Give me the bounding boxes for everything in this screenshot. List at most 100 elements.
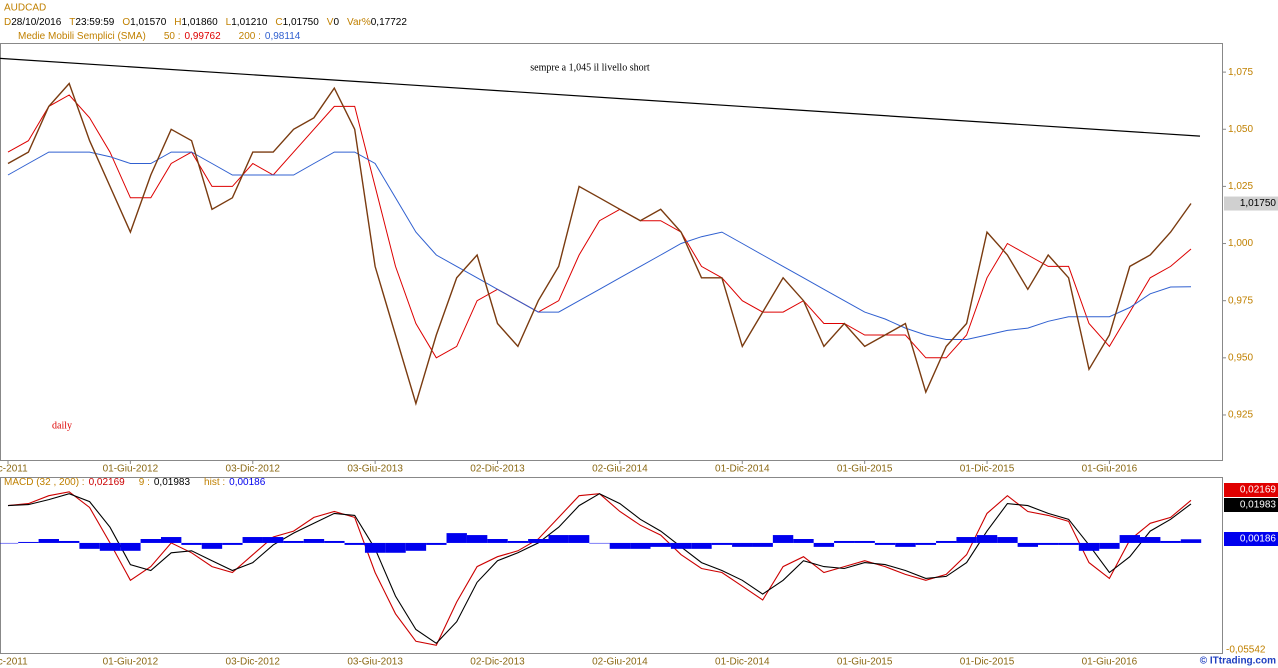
x-tick-label: 01-Giu-2016 [1082, 657, 1138, 668]
hist-bar [1058, 542, 1079, 545]
annotation: sempre a 1,045 il livello short [530, 62, 650, 73]
x-tick-label: 01-Dic-2015 [960, 657, 1015, 668]
x-tick-label: 01-Giu-2015 [837, 464, 893, 475]
y-tick-label: -0,05542 [1226, 645, 1266, 656]
series-line [7, 82, 1192, 406]
legend-name: 9 : [139, 477, 150, 488]
x-tick-label: 01-Giu-2016 [1082, 464, 1138, 475]
hist-bar [79, 542, 100, 549]
sma-legend: Medie Mobili Semplici (SMA) 50 : 0,99762 20… [18, 31, 301, 42]
x-tick-label: 01-Dic-2015 [960, 464, 1015, 475]
legend-value: 0,99762 [185, 31, 222, 42]
hist-bar [772, 535, 794, 543]
hist-bar [874, 542, 896, 545]
series-line [7, 493, 1192, 645]
hist-bar [1078, 542, 1100, 551]
hist-bar [528, 539, 549, 543]
hist-bar [364, 542, 386, 553]
hist-bar [1099, 542, 1120, 549]
y-tick-label: 0,950 [1228, 352, 1253, 363]
hist-bar [385, 542, 406, 553]
hist-bar [303, 539, 325, 543]
y-tick-label: 0,975 [1228, 295, 1253, 306]
y-tick-label: 1,025 [1228, 181, 1253, 192]
hist-bar [0, 542, 19, 544]
info-label: H [174, 17, 181, 28]
x-tick-label: 03-Giu-2013 [347, 657, 403, 668]
price-panel [0, 43, 1223, 461]
hist-bar [222, 542, 243, 545]
hist-bar [120, 542, 141, 551]
hist-bar [936, 540, 957, 543]
x-tick-label: 03-Dic-2012 [226, 464, 281, 475]
watermark: © ITtrading.com [1200, 656, 1276, 667]
hist-bar [915, 542, 937, 545]
header-info: D28/10/2016 T23:59:59 O1,01570 H1,01860 L1,0… [4, 17, 407, 28]
x-tick-label: 02-Dic-2013 [470, 657, 525, 668]
hist-bar [854, 540, 875, 543]
hist-bar [201, 542, 223, 549]
info-value: 0 [333, 17, 339, 28]
info-value: 1,01570 [130, 17, 167, 28]
x-tick-label: 03-Dic-2012 [226, 657, 281, 668]
hist-bar [426, 542, 447, 545]
symbol: AUDCAD [4, 3, 46, 14]
y-tick-label: 0,925 [1228, 410, 1253, 421]
info-label: C [275, 17, 282, 28]
hist-bar [140, 539, 161, 543]
last-value-box [1224, 498, 1278, 512]
x-tick-label: 01-Giu-2012 [103, 464, 159, 475]
x-tick-label: 03-Giu-2013 [347, 464, 403, 475]
hist-bar [1119, 535, 1141, 543]
legend-value: 0,02169 [89, 477, 126, 488]
macd-panel [0, 477, 1223, 654]
trendline [0, 57, 1201, 137]
hist-bar [1038, 542, 1059, 545]
legend-value: 0,01983 [154, 477, 191, 488]
series-line [7, 94, 1192, 359]
annotation: daily [52, 420, 72, 431]
hist-bar [670, 542, 692, 549]
hist-bar [181, 542, 202, 545]
hist-bar [650, 542, 671, 547]
hist-bar [405, 542, 427, 551]
hist-bar [976, 535, 998, 543]
hist-bar [283, 540, 304, 543]
hist-bar [609, 542, 631, 549]
hist-bar [324, 540, 345, 543]
x-tick-label: 02-Giu-2014 [592, 464, 648, 475]
legend-name: 50 : [164, 31, 181, 42]
hist-bar [752, 542, 773, 547]
hist-bar [711, 542, 733, 545]
last-value-box [1224, 532, 1278, 546]
hist-bar [466, 535, 488, 543]
hist-bar [997, 537, 1018, 543]
hist-bar [487, 539, 508, 543]
info-label: V [327, 17, 334, 28]
y-tick-label: 1,075 [1228, 67, 1253, 78]
x-tick-label: Dic-2011 [0, 657, 28, 668]
hist-bar [1140, 537, 1161, 543]
hist-bar [446, 533, 467, 543]
x-tick-label: 01-Dic-2014 [715, 657, 770, 668]
y-tick-label: 1,050 [1228, 124, 1253, 135]
last-value-label: 0,01983 [1240, 500, 1277, 511]
legend-name: hist : [204, 477, 225, 488]
macd-legend: MACD (32 , 200) : 0,02169 9 : 0,01983 hist :… [4, 477, 266, 488]
info-value: 1,01750 [283, 17, 320, 28]
sma-title: Medie Mobili Semplici (SMA) [18, 31, 146, 42]
info-label: L [226, 17, 232, 28]
x-tick-label: 02-Giu-2014 [592, 657, 648, 668]
legend-value: 0,98114 [265, 31, 301, 42]
hist-bar [630, 542, 651, 549]
last-value-label: 0,00186 [1240, 534, 1277, 545]
hist-bar [1017, 542, 1039, 547]
legend-value: 0,00186 [229, 477, 266, 488]
last-value-label: 0,02169 [1240, 485, 1277, 496]
hist-bar [58, 540, 80, 543]
x-tick-label: 01-Dic-2014 [715, 464, 770, 475]
info-label: D [4, 17, 11, 28]
hist-bar [813, 542, 835, 547]
last-value-box [1224, 196, 1278, 211]
hist-bar [242, 537, 263, 543]
